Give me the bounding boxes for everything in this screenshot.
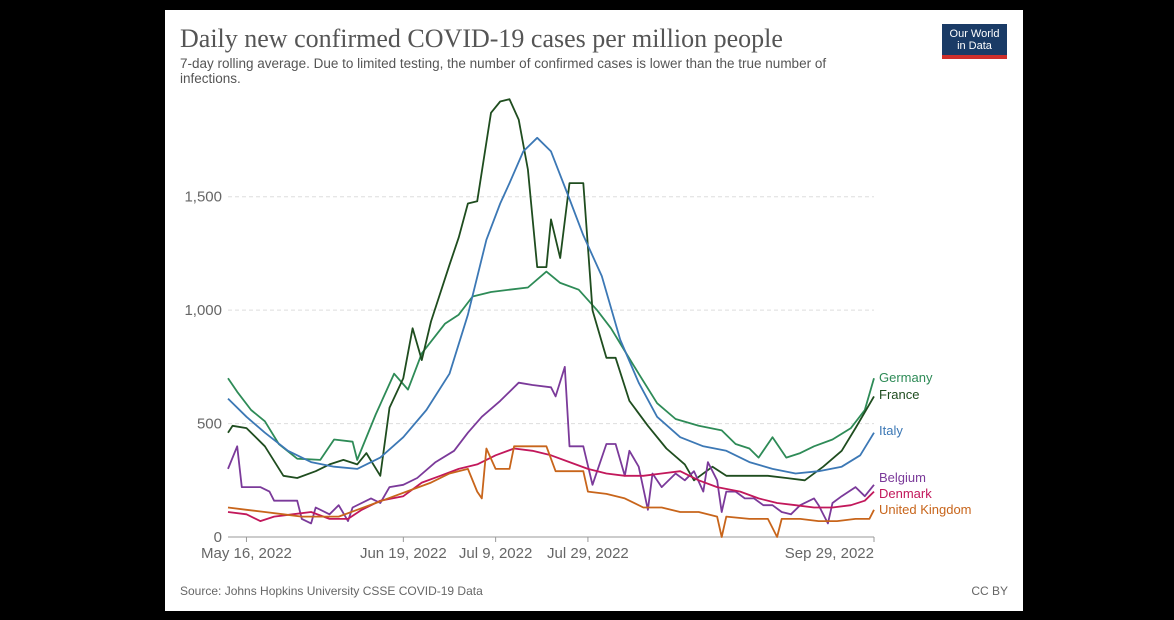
- series-label-united-kingdom: United Kingdom: [879, 502, 972, 517]
- y-tick-label: 1,000: [184, 302, 222, 319]
- logo-line-1: Our World: [949, 28, 1000, 40]
- line-chart: 0 500 1,000 1,500 May 16, 2022 Jun 19, 2022 Ju…: [184, 98, 972, 562]
- chart-subtitle: 7-day rolling average. Due to limited te…: [180, 56, 827, 86]
- series-line-belgium: [227, 366, 875, 525]
- y-tick-label: 0: [214, 529, 222, 546]
- series-label-denmark: Denmark: [879, 486, 932, 501]
- x-tick-label: Jun 19, 2022: [360, 545, 447, 562]
- series-label-france: France: [879, 387, 919, 402]
- chart-panel: Daily new confirmed COVID-19 cases per m…: [165, 10, 1023, 611]
- series-label-italy: Italy: [879, 423, 903, 438]
- x-tick-label: Sep 29, 2022: [785, 545, 874, 562]
- series-label-germany: Germany: [879, 370, 933, 385]
- y-tick-label: 1,500: [184, 189, 222, 206]
- x-tick-label: Jul 9, 2022: [459, 545, 532, 562]
- source-note[interactable]: Source: Johns Hopkins University CSSE CO…: [180, 584, 483, 598]
- logo-line-2: in Data: [957, 40, 992, 52]
- x-tick-label: Jul 29, 2022: [547, 545, 629, 562]
- series-line-united-kingdom: [227, 445, 875, 538]
- series-line-denmark: [227, 447, 875, 522]
- chart-title: Daily new confirmed COVID-19 cases per m…: [180, 24, 783, 53]
- owid-logo[interactable]: Our World in Data: [942, 24, 1007, 59]
- y-tick-label: 500: [197, 416, 222, 433]
- series-line-germany: [227, 270, 875, 461]
- series-label-belgium: Belgium: [879, 470, 926, 485]
- license-link[interactable]: CC BY: [971, 584, 1008, 598]
- series-line-france: [227, 98, 875, 482]
- series-line-italy: [227, 136, 875, 475]
- x-tick-label: May 16, 2022: [201, 545, 292, 562]
